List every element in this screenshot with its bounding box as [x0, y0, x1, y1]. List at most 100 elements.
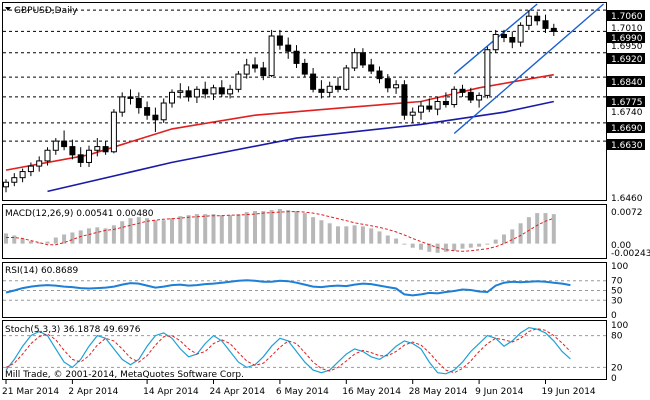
candle	[409, 107, 416, 123]
macd-bar	[394, 238, 399, 244]
candle-body	[276, 35, 283, 46]
candle	[86, 145, 92, 168]
candle-body	[94, 146, 101, 151]
candle-body	[268, 35, 275, 77]
macd-bar	[410, 243, 415, 248]
candle	[484, 46, 491, 99]
stoch-level-lines	[3, 335, 606, 368]
price-label-6: 1.6690	[607, 122, 645, 134]
price-label-text: 1.6630	[611, 141, 643, 151]
candle-body	[501, 33, 507, 39]
candle-body	[102, 146, 109, 153]
candle	[550, 23, 557, 36]
candle-body	[517, 24, 524, 43]
macd-bar	[211, 214, 216, 244]
candle-body	[152, 114, 159, 121]
x-tick-label: 2 Apr 2014	[68, 387, 118, 397]
symbol-menu-triangle-icon[interactable]	[5, 7, 11, 11]
candle	[44, 147, 51, 166]
rsi-title: RSI(14) 60.8689	[5, 266, 78, 276]
rsi-axis-label: 0	[611, 311, 617, 321]
macd-bar	[70, 232, 75, 244]
candle	[94, 138, 101, 157]
candle	[210, 84, 217, 100]
rsi-level-lines	[3, 280, 606, 301]
candle	[185, 86, 192, 102]
macd-panel-frame	[2, 204, 607, 259]
macd-bar	[402, 243, 407, 245]
candle	[442, 92, 449, 108]
candle	[434, 96, 441, 116]
candle	[492, 29, 499, 53]
candle-body	[11, 177, 18, 183]
x-tick-label: 9 Jun 2014	[475, 387, 524, 397]
candle	[426, 98, 433, 113]
candle	[384, 74, 391, 93]
rsi-axis-label: 100	[611, 262, 628, 272]
macd-bar	[228, 215, 233, 244]
rsi-axis-label: 70	[611, 277, 623, 287]
price-label-bg	[607, 32, 645, 43]
macd-bar	[111, 225, 116, 244]
candle-body	[359, 52, 366, 66]
time-axis: 21 Mar 2014 2 Apr 2014 14 Apr 2014 24 Apr 2…	[2, 380, 596, 397]
macd-bar	[269, 210, 274, 244]
candle	[335, 77, 341, 93]
candle-body	[484, 49, 491, 96]
candle-body	[19, 171, 26, 179]
macd-bar	[4, 233, 8, 244]
macd-signal-line	[6, 211, 554, 252]
macd-bar	[236, 214, 241, 244]
price-axis: 1.7060 1.7010 1.6990 1.6950 1.6920 1.684…	[607, 10, 645, 204]
macd-bar	[277, 209, 282, 244]
candle-body	[185, 90, 192, 98]
macd-bar	[87, 228, 91, 244]
candle-body	[409, 111, 416, 116]
candle-body	[301, 62, 308, 75]
candle	[11, 173, 18, 187]
candle	[476, 92, 483, 108]
stoch-axis-label: 20	[611, 363, 623, 373]
price-label-1: 1.7060	[607, 10, 645, 22]
x-tick-label: 21 Mar 2014	[2, 387, 59, 397]
x-tick-label: 24 Apr 2014	[210, 387, 266, 397]
moving-average-line	[47, 100, 554, 193]
macd-bar	[120, 221, 125, 244]
rsi-axis-label: 30	[611, 296, 623, 306]
rsi-line	[5, 279, 571, 297]
candle	[152, 107, 159, 132]
macd-bar	[311, 217, 316, 244]
price-label-text: 1.6990	[611, 34, 643, 44]
candle	[3, 179, 9, 193]
candle-body	[476, 94, 483, 101]
candle-body	[492, 33, 499, 51]
x-tick-label: 19 Jun 2014	[542, 387, 596, 397]
macd-bar	[286, 210, 291, 244]
macd-bar	[103, 228, 108, 244]
candle-body	[52, 140, 59, 151]
candle-body	[127, 96, 134, 99]
candle	[293, 45, 300, 68]
macd-bar	[294, 211, 299, 244]
candle	[368, 58, 375, 75]
macd-bar	[502, 234, 506, 244]
price-label-bg	[607, 96, 645, 107]
macd-bar	[385, 235, 390, 244]
candle	[218, 80, 225, 97]
candle	[376, 66, 383, 84]
macd-bar	[261, 211, 266, 244]
x-tick-label: 16 May 2014	[342, 387, 401, 397]
candle	[61, 130, 68, 151]
stoch-axis-label: 0	[611, 374, 617, 384]
candle	[69, 139, 76, 160]
candle-body	[3, 181, 9, 188]
candle-body	[260, 67, 267, 77]
macd-bar	[327, 223, 332, 244]
candle	[243, 58, 250, 79]
macd-histogram	[4, 209, 556, 253]
price-label-2: 1.6990	[607, 32, 645, 44]
macd-bar	[20, 238, 25, 244]
macd-bar	[518, 223, 523, 244]
macd-bar	[194, 214, 199, 244]
